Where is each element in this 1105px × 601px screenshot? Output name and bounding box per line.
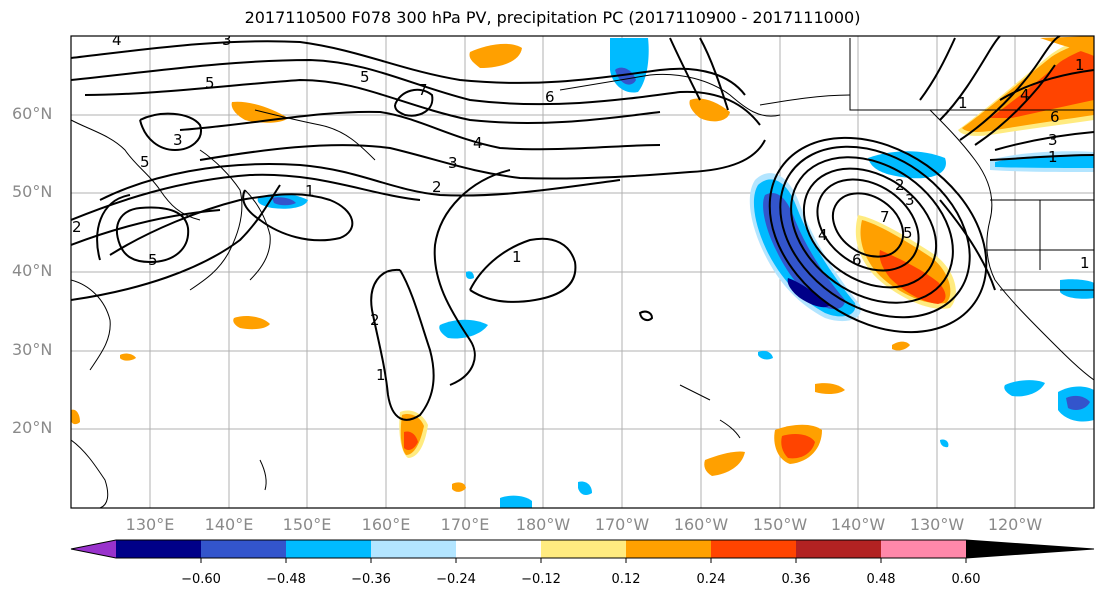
contour-label: 1 <box>1080 254 1090 272</box>
contour-label: 2 <box>432 178 442 196</box>
colorbar-swatch <box>286 540 371 558</box>
colorbar-swatch <box>371 540 456 558</box>
contour-label: 6 <box>545 88 555 106</box>
contour-label: 3 <box>1048 131 1058 149</box>
contour-label: 2 <box>895 176 905 194</box>
lon-label: 140°W <box>830 515 886 534</box>
pv-contours <box>71 36 1094 421</box>
colorbar-tick-label: 0.12 <box>611 572 641 587</box>
contour-label: 4 <box>112 31 122 49</box>
contour-label: 7 <box>880 208 890 226</box>
lon-label: 170°W <box>594 515 650 534</box>
colorbar-swatch <box>626 540 711 558</box>
colorbar-swatch <box>541 540 626 558</box>
contour-label: 5 <box>148 251 158 269</box>
lon-label: 140°E <box>204 515 254 534</box>
lat-label: 50°N <box>12 182 53 201</box>
colorbar-swatch <box>711 540 796 558</box>
gridlines <box>71 36 1094 508</box>
contour-label: 1 <box>1075 56 1085 74</box>
colorbar-extend-low <box>71 540 116 558</box>
colorbar-tick-label: 0.36 <box>781 572 811 587</box>
lat-label: 60°N <box>12 104 53 123</box>
contour-label: 4 <box>1020 86 1030 104</box>
lon-label: 180°W <box>515 515 571 534</box>
lon-label: 120°W <box>987 515 1043 534</box>
lat-label: 20°N <box>12 418 53 437</box>
contour-label: 1 <box>305 182 315 200</box>
contour-label: 5 <box>360 68 370 86</box>
contour-label: 6 <box>1050 108 1060 126</box>
lon-label: 170°E <box>440 515 490 534</box>
lat-label: 40°N <box>12 261 53 280</box>
contour-label: 3 <box>173 131 183 149</box>
pv-contour-labels: 4 3 5 5 7 6 3 4 5 3 2 1 1 2 1 5 4 6 7 5 … <box>72 31 1090 384</box>
colorbar-swatch <box>201 540 286 558</box>
colorbar-tick-label: −0.36 <box>351 572 391 587</box>
lon-label: 130°E <box>125 515 175 534</box>
contour-label: 3 <box>222 31 232 49</box>
contour-label: 5 <box>903 224 913 242</box>
contour-label: 1 <box>958 94 968 112</box>
colorbar-tick-label: −0.60 <box>181 572 221 587</box>
colorbar-tick-label: −0.48 <box>266 572 306 587</box>
colorbar-swatch <box>881 540 966 558</box>
contour-label: 1 <box>376 366 386 384</box>
contour-label: 3 <box>448 154 458 172</box>
colorbar-tick-label: −0.24 <box>436 572 476 587</box>
contour-label: 1 <box>1048 148 1058 166</box>
lon-label: 130°W <box>909 515 965 534</box>
contour-label: 7 <box>418 81 428 99</box>
contour-label: 2 <box>370 311 380 329</box>
colorbar <box>70 539 1095 563</box>
lon-label: 160°W <box>673 515 729 534</box>
contour-label: 5 <box>205 74 215 92</box>
map-title: 2017110500 F078 300 hPa PV, precipitatio… <box>244 8 861 27</box>
colorbar-tick-label: 0.24 <box>696 572 726 587</box>
lat-label: 30°N <box>12 340 53 359</box>
contour-label: 4 <box>818 226 828 244</box>
colorbar-swatch <box>116 540 201 558</box>
lon-label: 150°W <box>752 515 808 534</box>
contour-label: 3 <box>905 191 915 209</box>
contour-label: 2 <box>72 218 82 236</box>
colorbar-tick-label: 0.48 <box>866 572 896 587</box>
colorbar-swatch <box>796 540 881 558</box>
coastlines <box>71 38 1094 508</box>
lon-label: 150°E <box>282 515 332 534</box>
colorbar-tick-label: 0.60 <box>951 572 981 587</box>
colorbar-extend-high <box>966 540 1094 558</box>
colorbar-tick-label: −0.12 <box>521 572 561 587</box>
map-frame <box>70 35 1095 509</box>
colorbar-swatch <box>456 540 541 558</box>
contour-label: 1 <box>512 248 522 266</box>
contour-label: 5 <box>140 153 150 171</box>
contour-label: 6 <box>852 251 862 269</box>
contour-label: 4 <box>473 134 483 152</box>
lon-label: 160°E <box>361 515 411 534</box>
